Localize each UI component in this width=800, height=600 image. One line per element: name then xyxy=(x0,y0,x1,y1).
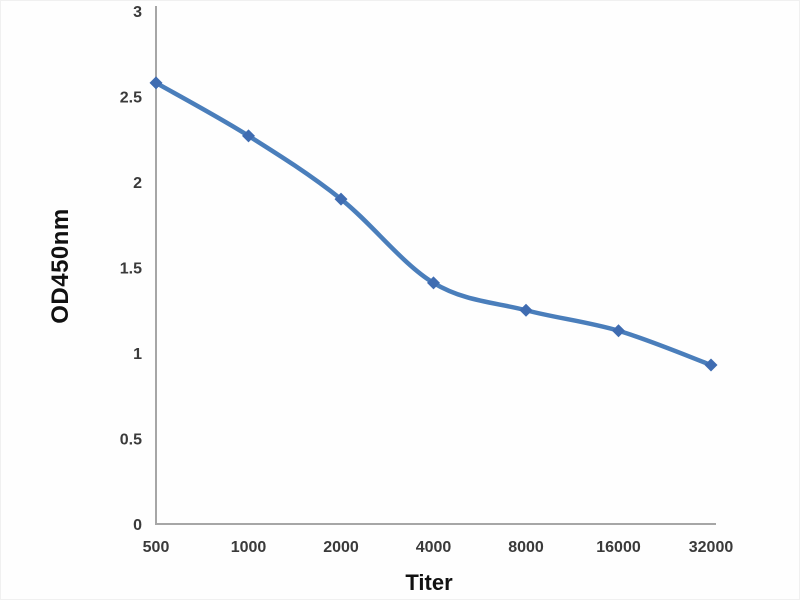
x-tick-label: 8000 xyxy=(508,539,544,556)
x-tick-label: 2000 xyxy=(323,539,359,556)
data-point-marker xyxy=(427,276,440,290)
y-tick-label: 2.5 xyxy=(120,90,142,107)
x-axis-title: Titer xyxy=(405,570,453,595)
data-point-marker xyxy=(704,358,718,372)
x-tick-label: 4000 xyxy=(416,539,452,556)
data-point-marker xyxy=(334,192,348,206)
y-tick-label: 0.5 xyxy=(120,432,142,449)
data-point-marker xyxy=(149,76,163,90)
y-tick-label: 1.5 xyxy=(120,261,142,278)
data-point-marker xyxy=(612,324,625,338)
y-axis-title: OD450nm xyxy=(47,208,74,324)
data-point-marker xyxy=(519,303,533,317)
series-line xyxy=(153,80,714,368)
x-tick-label: 32000 xyxy=(689,539,734,556)
x-tick-label: 500 xyxy=(143,539,170,556)
y-tick-label: 0 xyxy=(133,517,142,534)
y-tick-label: 2 xyxy=(133,175,142,192)
y-tick-label: 1 xyxy=(133,346,142,363)
x-tick-label: 16000 xyxy=(596,539,641,556)
y-tick-label: 3 xyxy=(133,4,142,21)
x-tick-label: 1000 xyxy=(231,539,267,556)
data-point-marker xyxy=(242,129,255,143)
